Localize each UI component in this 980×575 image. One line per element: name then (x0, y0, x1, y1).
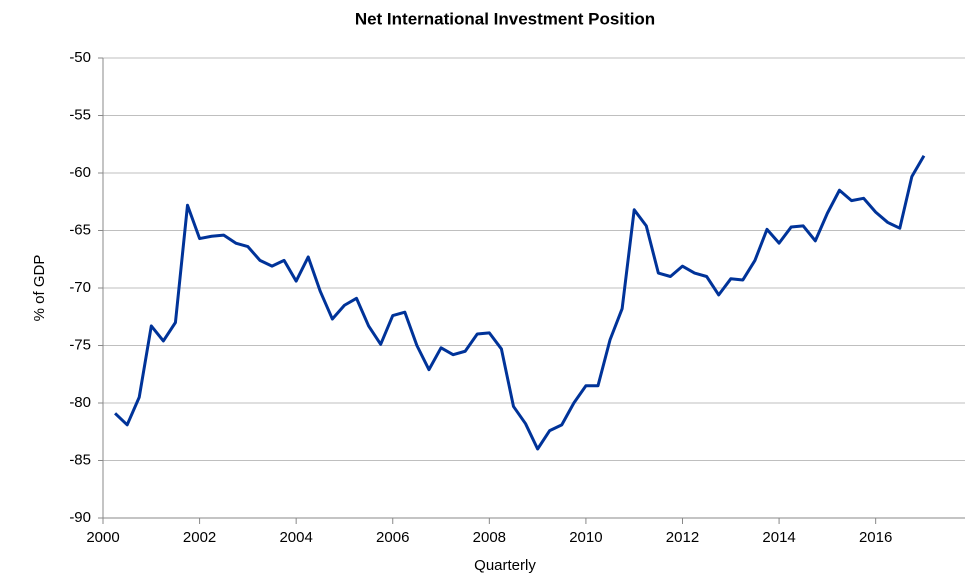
x-tick-label: 2012 (666, 529, 699, 546)
x-tick-label: 2002 (183, 529, 216, 546)
x-tick-label: 2016 (859, 529, 892, 546)
x-tick-label: 2004 (279, 529, 312, 546)
y-tick-label: -80 (69, 394, 91, 411)
chart-title: Net International Investment Position (355, 9, 655, 28)
y-tick-label: -55 (69, 106, 91, 123)
x-tick-label: 2008 (473, 529, 506, 546)
y-tick-label: -70 (69, 279, 91, 296)
y-tick-label: -75 (69, 336, 91, 353)
x-tick-label: 2014 (762, 529, 795, 546)
x-tick-label: 2000 (86, 529, 119, 546)
x-tick-label: 2010 (569, 529, 602, 546)
x-axis-label: Quarterly (474, 557, 536, 574)
y-tick-label: -65 (69, 221, 91, 238)
y-tick-label: -90 (69, 509, 91, 526)
line-series (114, 154, 926, 451)
y-axis-label: % of GDP (31, 255, 48, 322)
y-tick-label: -85 (69, 451, 91, 468)
y-tick-label: -50 (69, 49, 91, 66)
x-tick-label: 2006 (376, 529, 409, 546)
y-tick-label: -60 (69, 164, 91, 181)
